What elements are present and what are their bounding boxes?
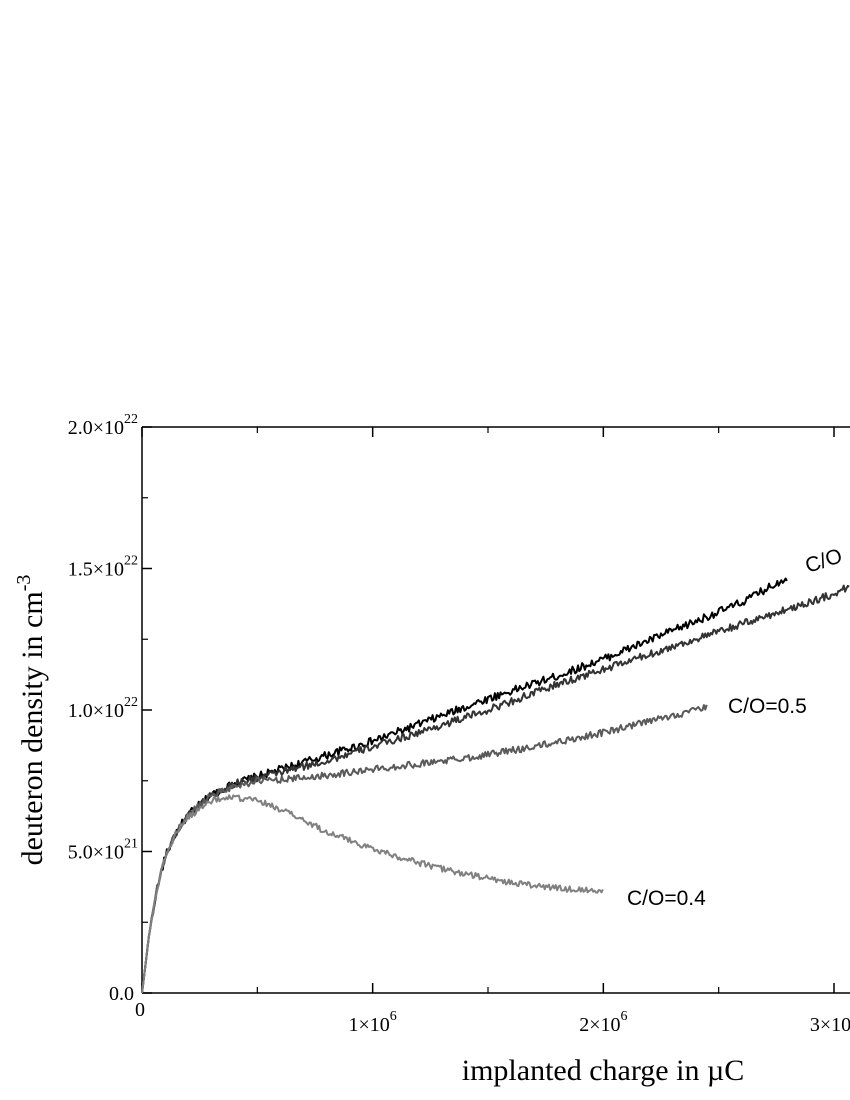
series-label-0: C/O xyxy=(802,544,845,577)
x-tick-label: 2×106 xyxy=(579,1009,627,1036)
labels-layer: C/O C/O=0.5 C/O=0.4 xyxy=(627,544,845,910)
series-line-2 xyxy=(141,704,708,994)
y-axis-title-group: deuteron density in cm-3 xyxy=(13,575,49,866)
series-label-2: C/O=0.5 xyxy=(728,695,807,718)
y-tick-label: 2.0×1022 xyxy=(68,412,138,439)
ticks: 0.0 5.0×1021 1.0×1022 1.5×1022 2.0×1022 0 1×10… xyxy=(68,412,850,1036)
x-tick-label: 3×106 xyxy=(810,1009,850,1036)
y-tick-label: 1.5×1022 xyxy=(68,554,138,581)
x-tick-label: 0 xyxy=(135,999,145,1021)
y-axis-title: deuteron density in cm-3 xyxy=(13,575,49,866)
series-line-1 xyxy=(141,584,850,994)
y-tick-label: 0.0 xyxy=(109,983,134,1005)
y-axis-title-exp: -3 xyxy=(13,575,35,592)
y-tick-label: 1.0×1022 xyxy=(68,695,138,722)
y-axis-title-main: deuteron density in cm xyxy=(16,591,49,865)
series-label-3: C/O=0.4 xyxy=(627,887,706,910)
x-axis-title-main: implanted charge in xyxy=(462,1054,707,1087)
series-line-3 xyxy=(141,794,604,994)
y-tick-label: 5.0×1021 xyxy=(68,837,138,864)
x-tick-label: 1×106 xyxy=(349,1009,397,1036)
x-axis-title-unit: µC xyxy=(707,1054,744,1087)
series-layer xyxy=(141,577,850,994)
x-axis-title: implanted charge in µC xyxy=(462,1054,745,1087)
